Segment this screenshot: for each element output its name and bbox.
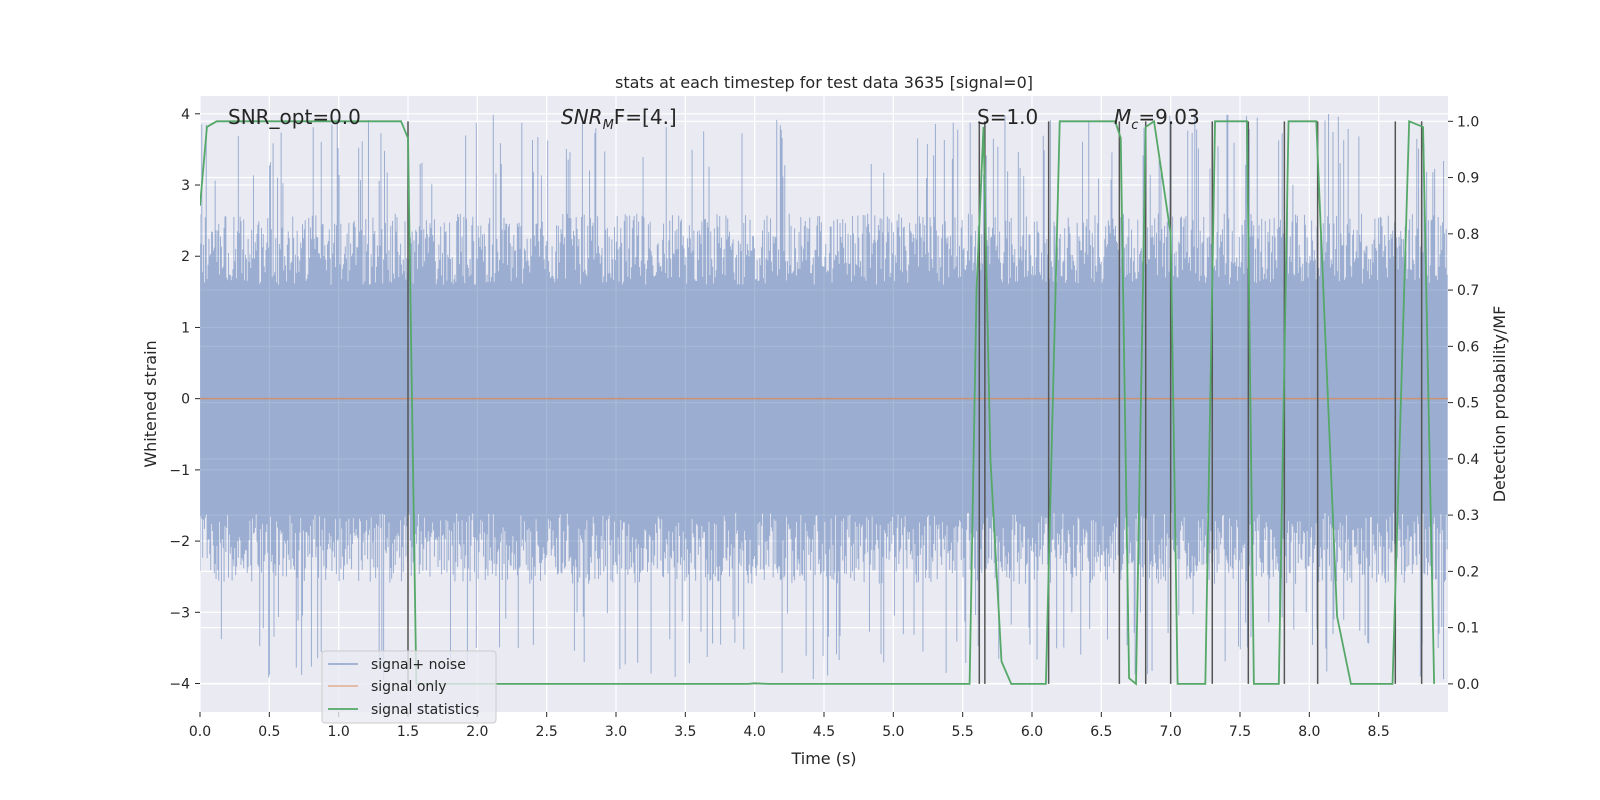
- x-tick-label: 6.0: [1021, 724, 1043, 740]
- y-right-tick-label: 0.9: [1457, 171, 1479, 187]
- legend-box: [321, 650, 497, 724]
- x-tick-label: 5.5: [952, 724, 974, 740]
- legend: signal+ noise signal only signal statist…: [321, 650, 497, 724]
- x-tick-label: 2.0: [466, 724, 488, 740]
- legend-label-signal-only: signal only: [371, 679, 446, 695]
- x-tick-label: 8.0: [1298, 724, 1320, 740]
- x-tick-label: 0.0: [189, 724, 211, 740]
- x-tick-label: 6.5: [1090, 724, 1112, 740]
- x-tick-label: 4.5: [813, 724, 835, 740]
- y-left-tick-label: 0: [181, 392, 190, 408]
- annotation-snr-mf-sub: M: [603, 118, 614, 133]
- x-tick-label: 8.5: [1368, 724, 1390, 740]
- y-left-tick-label: 4: [181, 107, 190, 123]
- annotation-mc-rest: =9.03: [1138, 105, 1199, 129]
- y-right-axis-ticks: 0.0 0.1 0.2 0.3 0.4 0.5 0.6 0.7 0.8 0.9 1.0: [1448, 114, 1479, 693]
- y-left-tick-label: −4: [169, 677, 190, 693]
- y-left-tick-label: 2: [181, 249, 190, 265]
- x-tick-label: 1.5: [397, 724, 419, 740]
- series-signal-noise: [200, 113, 1448, 680]
- x-tick-label: 3.0: [605, 724, 627, 740]
- x-tick-label: 2.5: [536, 724, 558, 740]
- chart-title: stats at each timestep for test data 363…: [615, 73, 1033, 92]
- y-right-tick-label: 0.2: [1457, 564, 1479, 580]
- x-tick-label: 0.5: [258, 724, 280, 740]
- annotation-snr-opt: SNR_opt=0.0: [228, 105, 361, 129]
- annotation-mc-base: M: [1114, 105, 1131, 129]
- annotation-mc-sub: c: [1131, 118, 1138, 133]
- x-tick-label: 5.0: [882, 724, 904, 740]
- x-tick-label: 1.0: [328, 724, 350, 740]
- y-right-tick-label: 0.3: [1457, 508, 1479, 524]
- y-right-axis-label: Detection probability/MF: [1490, 306, 1509, 503]
- y-right-tick-label: 0.1: [1457, 621, 1479, 637]
- y-left-tick-label: 1: [181, 320, 190, 336]
- y-right-tick-label: 0.4: [1457, 452, 1479, 468]
- y-left-tick-label: −2: [169, 534, 190, 550]
- y-right-tick-label: 0.6: [1457, 339, 1479, 355]
- y-right-tick-label: 0.0: [1457, 677, 1479, 693]
- y-left-axis-ticks: −4 −3 −2 −1 0 1 2 3 4: [169, 107, 200, 693]
- annotation-mc: Mc=9.03: [1114, 105, 1200, 133]
- annotation-snr-mf: SNRMF=[4.]: [561, 105, 677, 133]
- y-left-tick-label: −3: [169, 605, 190, 621]
- y-right-tick-label: 0.8: [1457, 227, 1479, 243]
- legend-label-signal-noise: signal+ noise: [371, 657, 466, 673]
- y-left-tick-label: 3: [181, 178, 190, 194]
- y-left-axis-label: Whitened strain: [141, 340, 160, 467]
- x-tick-label: 3.5: [674, 724, 696, 740]
- annotation-snr-mf-rest: F=[4.]: [614, 105, 677, 129]
- y-left-tick-label: −1: [169, 463, 190, 479]
- annotation-s: S=1.0: [977, 105, 1038, 129]
- legend-label-signal-statistics: signal statistics: [371, 702, 479, 718]
- annotation-snr-mf-base: SNR: [561, 105, 603, 129]
- x-tick-label: 7.5: [1229, 724, 1251, 740]
- x-tick-label: 7.0: [1160, 724, 1182, 740]
- y-right-tick-label: 1.0: [1457, 114, 1479, 130]
- x-axis-ticks: 0.0 0.5 1.0 1.5 2.0 2.5 3.0 3.5 4.0 4.5 5.0 5.5 6.0 6…: [189, 712, 1390, 740]
- x-axis-label: Time (s): [790, 749, 856, 768]
- y-right-tick-label: 0.5: [1457, 396, 1479, 412]
- x-tick-label: 4.0: [744, 724, 766, 740]
- y-right-tick-label: 0.7: [1457, 283, 1479, 299]
